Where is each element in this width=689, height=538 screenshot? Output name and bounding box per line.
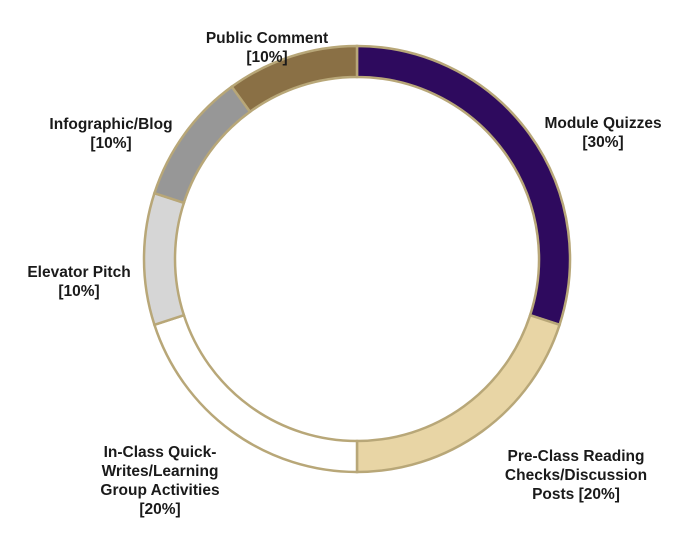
donut-chart	[142, 44, 572, 474]
slice-label-elevator-pitch: Elevator Pitch [10%]	[27, 264, 131, 300]
slice-label-public-comment: Public Comment [10%]	[205, 30, 329, 66]
slice-label-module-quizzes: Module Quizzes [30%]	[544, 115, 662, 151]
slice-label-in-class: In-Class Quick- Writes/Learning Group Ac…	[100, 444, 220, 518]
slice-label-pre-class-reading: Pre-Class Reading Checks/Discussion Post…	[504, 448, 648, 503]
slice-public-comment	[230, 44, 359, 114]
slice-module-quizzes	[355, 44, 572, 327]
slice-label-infographic-blog: Infographic/Blog [10%]	[49, 116, 173, 152]
